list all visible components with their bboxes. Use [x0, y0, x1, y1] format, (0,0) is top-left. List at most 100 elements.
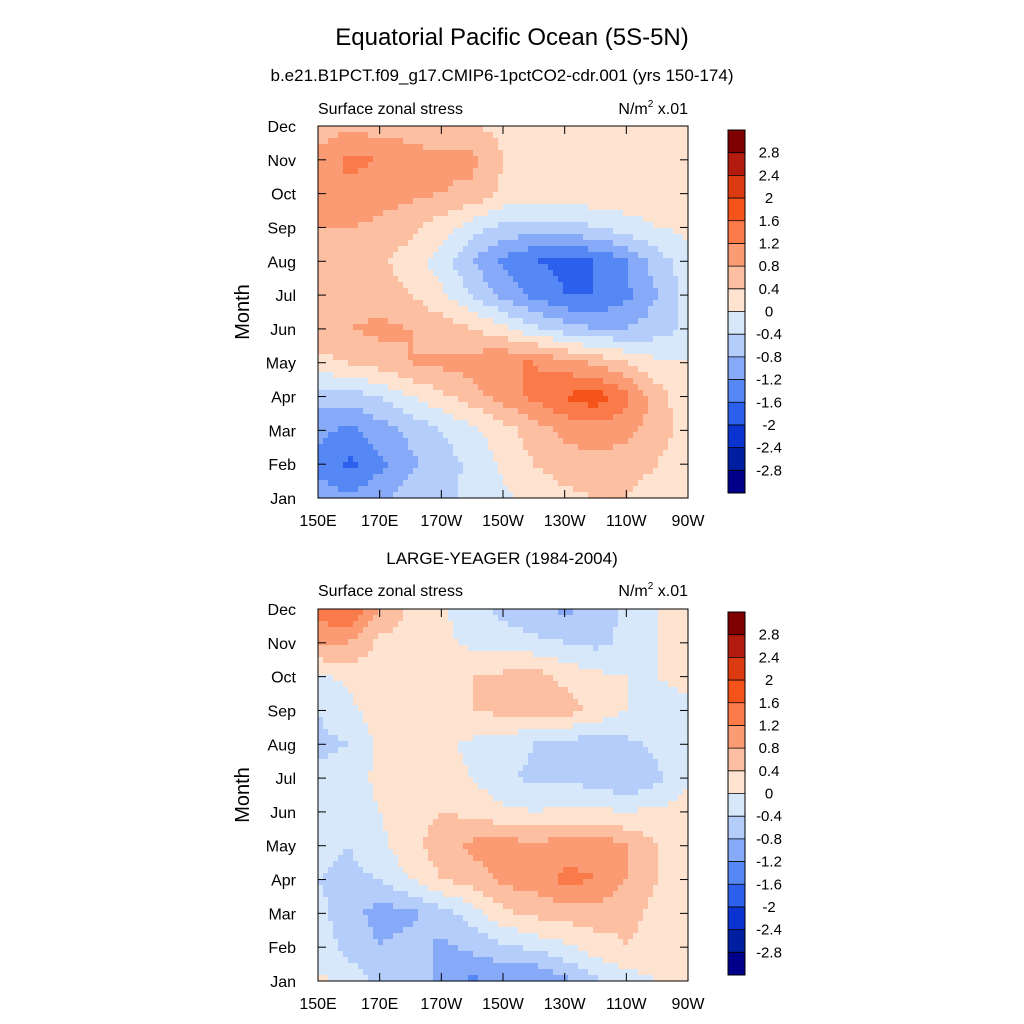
heatmap-cell — [498, 384, 504, 391]
heatmap-cell — [473, 210, 479, 217]
heatmap-cell — [658, 342, 664, 349]
heatmap-cell — [603, 360, 609, 367]
heatmap-cell — [478, 156, 484, 163]
heatmap-cell — [658, 192, 664, 199]
heatmap-cell — [413, 486, 419, 493]
heatmap-cell — [603, 426, 609, 433]
heatmap-cell — [318, 162, 324, 169]
heatmap-cell — [518, 198, 524, 205]
heatmap-cell — [543, 414, 549, 421]
heatmap-cell — [648, 216, 654, 223]
heatmap-cell — [408, 462, 414, 469]
heatmap-cell — [548, 144, 554, 151]
heatmap-cell — [468, 450, 474, 457]
heatmap-cell — [553, 246, 559, 253]
heatmap-cell — [473, 276, 479, 283]
heatmap-cell — [488, 378, 494, 385]
heatmap-cell — [488, 294, 494, 301]
heatmap-cell — [458, 627, 464, 634]
heatmap-cell — [548, 156, 554, 163]
heatmap-cell — [573, 234, 579, 241]
heatmap-cell — [568, 288, 574, 295]
heatmap-cell — [503, 378, 509, 385]
heatmap-cell — [468, 192, 474, 199]
heatmap-cell — [593, 480, 599, 487]
heatmap-cell — [643, 276, 649, 283]
heatmap-cell — [428, 438, 434, 445]
colorbar-label: 1.2 — [759, 235, 780, 252]
heatmap-cell — [443, 480, 449, 487]
heatmap-cell — [458, 282, 464, 289]
heatmap-cell — [513, 342, 519, 349]
heatmap-cell — [513, 348, 519, 355]
heatmap-cell — [428, 390, 434, 397]
heatmap-cell — [558, 402, 564, 409]
heatmap-cell — [543, 480, 549, 487]
heatmap-cell — [658, 480, 664, 487]
heatmap-cell — [423, 138, 429, 145]
heatmap-cell — [413, 300, 419, 307]
heatmap-cell — [433, 222, 439, 229]
heatmap-cell — [638, 318, 644, 325]
heatmap-cell — [413, 414, 419, 421]
heatmap-cell — [493, 414, 499, 421]
heatmap-cell — [598, 300, 604, 307]
heatmap-cell — [638, 156, 644, 163]
heatmap-cell — [608, 198, 614, 205]
heatmap-cell — [498, 276, 504, 283]
heatmap-cell — [483, 384, 489, 391]
heatmap-cell — [558, 330, 564, 337]
heatmap-cell — [413, 456, 419, 463]
heatmap-cell — [613, 474, 619, 481]
heatmap-cell — [478, 246, 484, 253]
heatmap-cell — [433, 132, 439, 139]
heatmap-cell — [398, 462, 404, 469]
heatmap-cell — [533, 396, 539, 403]
heatmap-cell — [578, 276, 584, 283]
heatmap-cell — [658, 216, 664, 223]
heatmap-cell — [383, 162, 389, 169]
heatmap-cell — [543, 222, 549, 229]
heatmap-cell — [483, 318, 489, 325]
heatmap-cell — [458, 300, 464, 307]
heatmap-cell — [568, 348, 574, 355]
heatmap-cell — [583, 384, 589, 391]
heatmap-cell — [663, 240, 669, 247]
heatmap-cell — [468, 420, 474, 427]
heatmap-cell — [388, 627, 394, 634]
heatmap-cell — [478, 192, 484, 199]
heatmap-cell — [428, 432, 434, 439]
heatmap-cell — [468, 438, 474, 445]
heatmap-cell — [498, 282, 504, 289]
heatmap-cell — [543, 354, 549, 361]
heatmap-cell — [533, 222, 539, 229]
heatmap-cell — [643, 270, 649, 277]
heatmap-cell — [508, 174, 514, 181]
heatmap-cell — [393, 234, 399, 241]
heatmap-cell — [603, 240, 609, 247]
heatmap-cell — [428, 378, 434, 385]
heatmap-cell — [573, 126, 579, 133]
heatmap-cell — [403, 354, 409, 361]
heatmap-cell — [608, 384, 614, 391]
heatmap-cell — [628, 408, 634, 415]
heatmap-cell — [353, 234, 359, 241]
heatmap-cell — [548, 246, 554, 253]
heatmap-cell — [448, 246, 454, 253]
heatmap-cell — [518, 216, 524, 223]
heatmap-cell — [418, 468, 424, 475]
heatmap-cell — [518, 252, 524, 259]
heatmap-cell — [403, 306, 409, 313]
heatmap-cell — [653, 228, 659, 235]
heatmap-cell — [463, 216, 469, 223]
heatmap-cell — [598, 330, 604, 337]
heatmap-cell — [648, 480, 654, 487]
heatmap-cell — [523, 426, 529, 433]
heatmap-cell — [498, 156, 504, 163]
heatmap-cell — [618, 402, 624, 409]
heatmap-cell — [363, 228, 369, 235]
heatmap-cell — [458, 204, 464, 211]
heatmap-cell — [388, 168, 394, 175]
heatmap-cell — [388, 288, 394, 295]
